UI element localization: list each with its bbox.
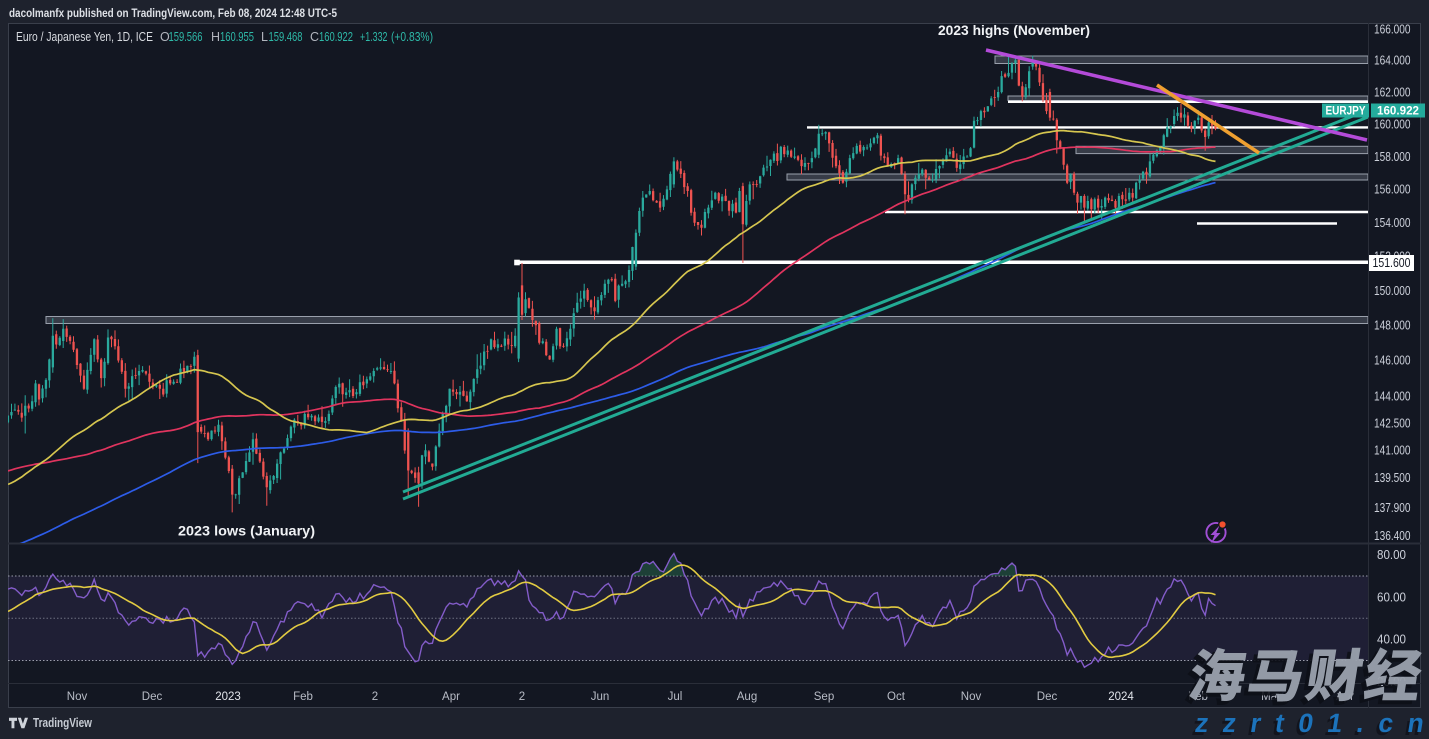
- svg-text:2: 2: [519, 691, 525, 703]
- svg-text:2023: 2023: [215, 691, 241, 703]
- svg-text:Sep: Sep: [814, 691, 834, 703]
- svg-text:159.566: 159.566: [169, 30, 203, 44]
- svg-text:C: C: [310, 30, 319, 44]
- svg-text:136.400: 136.400: [1374, 529, 1411, 543]
- svg-text:+1.332: +1.332: [360, 30, 388, 44]
- svg-text:159.468: 159.468: [269, 30, 303, 44]
- svg-text:144.000: 144.000: [1374, 389, 1411, 403]
- svg-text:148.000: 148.000: [1374, 319, 1411, 333]
- svg-text:137.900: 137.900: [1374, 501, 1411, 515]
- svg-text:Apr: Apr: [442, 691, 460, 703]
- svg-text:160.922: 160.922: [319, 30, 353, 44]
- svg-text:Feb: Feb: [293, 691, 313, 703]
- svg-text:EURJPY: EURJPY: [1326, 106, 1366, 118]
- svg-text:Dec: Dec: [142, 691, 163, 703]
- svg-text:60.00: 60.00: [1377, 590, 1406, 604]
- svg-text:2023 highs (November): 2023 highs (November): [938, 22, 1090, 38]
- svg-text:Dec: Dec: [1037, 691, 1058, 703]
- svg-text:(+0.83%): (+0.83%): [391, 30, 433, 44]
- svg-text:Nov: Nov: [67, 691, 88, 703]
- svg-text:141.000: 141.000: [1374, 444, 1411, 458]
- svg-text:Jun: Jun: [591, 691, 610, 703]
- svg-text:158.000: 158.000: [1374, 150, 1411, 164]
- svg-text:160.955: 160.955: [220, 30, 254, 44]
- svg-text:Oct: Oct: [887, 691, 906, 703]
- svg-text:2023 lows (January): 2023 lows (January): [178, 523, 315, 539]
- svg-text:146.000: 146.000: [1374, 354, 1411, 368]
- svg-text:zzrt01.cn: zzrt01.cn: [1193, 708, 1429, 738]
- svg-text:139.500: 139.500: [1374, 471, 1411, 485]
- svg-text:154.000: 154.000: [1374, 216, 1411, 230]
- svg-text:Nov: Nov: [961, 691, 982, 703]
- svg-text:H: H: [211, 30, 220, 44]
- svg-text:162.000: 162.000: [1374, 85, 1411, 99]
- svg-text:164.000: 164.000: [1374, 54, 1411, 68]
- svg-text:156.000: 156.000: [1374, 183, 1411, 197]
- svg-text:142.500: 142.500: [1374, 416, 1411, 430]
- svg-text:zzrt01.cn: zzrt01.cn: [1190, 711, 1429, 739]
- svg-text:O: O: [160, 30, 170, 44]
- svg-text:dacolmanfx published on Tradin: dacolmanfx published on TradingView.com,…: [9, 6, 337, 20]
- svg-text:2024: 2024: [1108, 691, 1134, 703]
- svg-text:151.600: 151.600: [1373, 256, 1411, 270]
- svg-text:2: 2: [372, 691, 378, 703]
- svg-text:TradingView: TradingView: [33, 716, 92, 730]
- svg-text:Jul: Jul: [668, 691, 683, 703]
- svg-text:150.000: 150.000: [1374, 284, 1411, 298]
- svg-text:160.922: 160.922: [1377, 106, 1419, 118]
- svg-text:Euro / Japanese Yen, 1D, ICE: Euro / Japanese Yen, 1D, ICE: [16, 30, 153, 44]
- svg-text:160.000: 160.000: [1374, 117, 1411, 131]
- svg-text:Aug: Aug: [737, 691, 757, 703]
- svg-text:L: L: [261, 30, 268, 44]
- svg-text:166.000: 166.000: [1374, 22, 1411, 36]
- svg-text:40.00: 40.00: [1377, 633, 1406, 647]
- svg-text:80.00: 80.00: [1377, 548, 1406, 562]
